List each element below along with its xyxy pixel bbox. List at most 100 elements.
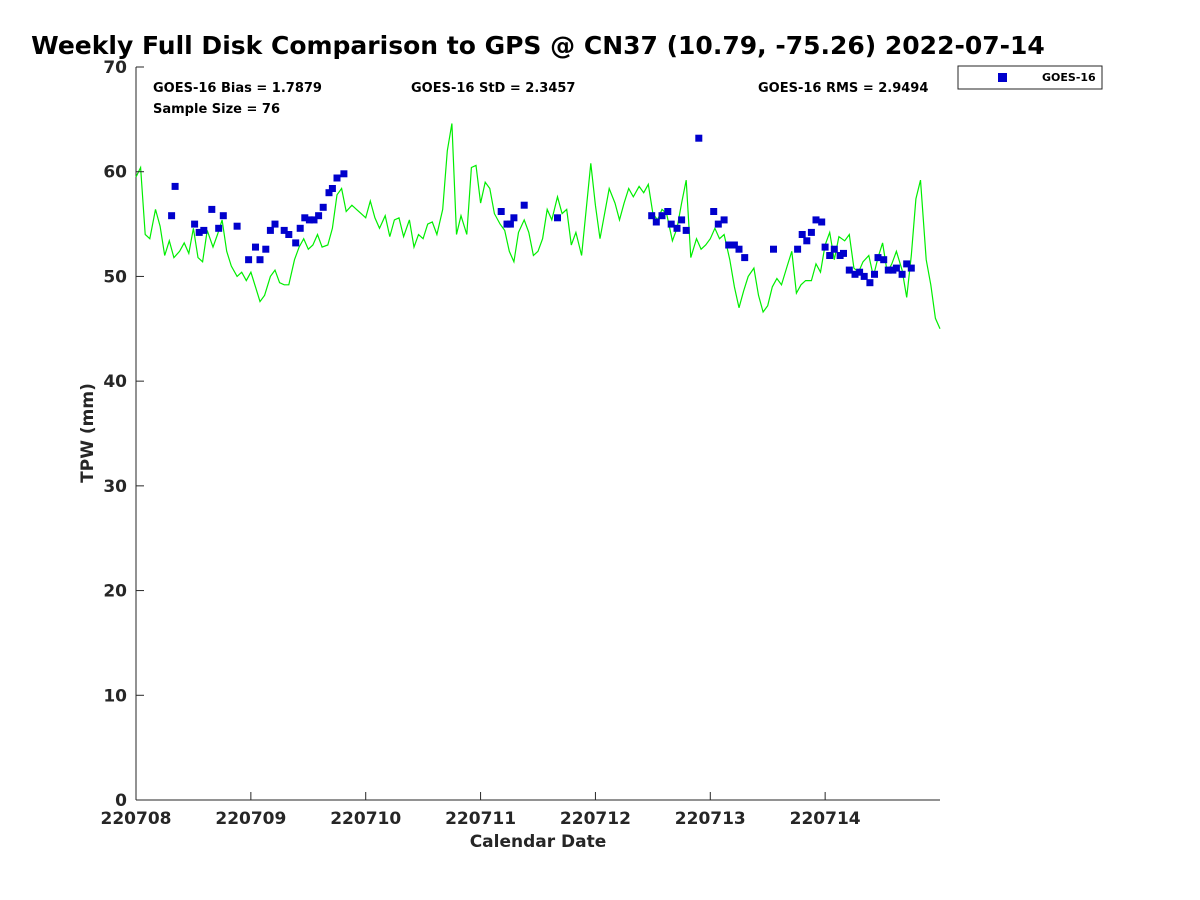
goes-16-point xyxy=(898,270,906,278)
goes-16-point xyxy=(245,256,253,264)
axes-frame xyxy=(136,67,940,800)
goes-16-point xyxy=(191,220,199,228)
y-ticks: 0 10 20 30 40 50 60 70 xyxy=(103,58,144,811)
goes-16-point xyxy=(818,218,826,226)
stat-bias: GOES-16 Bias = 1.7879 xyxy=(153,81,322,96)
y-tick-label: 10 xyxy=(103,686,127,706)
x-tick-label: 220708 xyxy=(101,809,172,829)
goes-16-point xyxy=(678,216,686,224)
goes-16-point xyxy=(319,203,327,211)
goes-16-point xyxy=(821,243,829,251)
goes-16-point xyxy=(292,239,300,247)
goes-16-point xyxy=(171,182,179,190)
goes-16-point xyxy=(506,220,514,228)
goes-16-point xyxy=(168,212,176,220)
y-tick-label: 20 xyxy=(103,582,127,602)
goes-16-point xyxy=(208,205,216,213)
goes-16-point xyxy=(892,264,900,272)
stat-sample-size: Sample Size = 76 xyxy=(153,102,280,117)
goes-16-point xyxy=(695,134,703,142)
goes-16-point xyxy=(812,216,820,224)
goes-16-point xyxy=(884,266,892,274)
goes-16-points xyxy=(168,134,915,287)
goes-16-point xyxy=(667,220,675,228)
y-tick-label: 30 xyxy=(103,477,127,497)
goes-16-point xyxy=(673,224,681,232)
goes-16-point xyxy=(554,214,561,222)
goes-16-point xyxy=(710,208,718,215)
goes-16-point xyxy=(301,214,309,222)
legend-label-goes-16: GOES-16 xyxy=(1042,71,1096,84)
goes-16-point xyxy=(714,220,722,228)
goes-16-point xyxy=(195,228,203,236)
x-tick-label: 220711 xyxy=(445,809,516,829)
stat-rms: GOES-16 RMS = 2.9494 xyxy=(758,81,928,96)
y-tick-label: 70 xyxy=(103,58,127,78)
goes-16-point xyxy=(807,228,815,236)
goes-16-point xyxy=(830,245,838,253)
legend: GOES-16 xyxy=(957,65,1103,90)
stat-std: GOES-16 StD = 2.3457 xyxy=(411,81,575,96)
goes-16-point xyxy=(866,279,874,287)
y-tick-label: 60 xyxy=(103,163,127,183)
goes-16-point xyxy=(860,272,868,280)
goes-16-point xyxy=(315,212,323,220)
goes-16-point xyxy=(874,254,882,262)
x-axis-label: Calendar Date xyxy=(470,832,607,852)
y-axis-label: TPW (mm) xyxy=(78,383,98,483)
goes-16-point xyxy=(845,266,853,274)
goes-16-point xyxy=(871,270,878,278)
goes-16-point xyxy=(794,245,802,253)
goes-16-point xyxy=(652,218,660,226)
goes-16-point xyxy=(266,226,274,234)
goes-16-point xyxy=(310,216,318,224)
goes-16-point xyxy=(333,174,341,182)
goes-16-point xyxy=(256,256,264,264)
goes-16-point xyxy=(252,243,259,251)
x-tick-label: 220710 xyxy=(330,809,401,829)
x-tick-label: 220709 xyxy=(215,809,286,829)
goes-16-point xyxy=(280,226,288,234)
goes-16-point xyxy=(520,201,528,209)
goes-16-point xyxy=(741,254,749,262)
goes-16-point xyxy=(664,208,672,215)
goes-16-point xyxy=(903,260,911,268)
y-tick-label: 50 xyxy=(103,267,127,287)
legend-box xyxy=(957,65,1103,90)
goes-16-point xyxy=(856,268,864,276)
chart-title: Weekly Full Disk Comparison to GPS @ CN3… xyxy=(31,31,1045,60)
gps-series-line xyxy=(135,123,941,330)
goes-16-point xyxy=(803,237,811,245)
plot-area: 220708 220709 220710 220711 220712 220713 2207… xyxy=(101,58,941,829)
goes-16-point xyxy=(305,216,313,224)
goes-16-point xyxy=(648,212,656,220)
goes-16-point xyxy=(328,185,336,192)
goes-16-point xyxy=(851,270,859,278)
goes-16-point xyxy=(510,214,518,222)
legend-marker-goes-16 xyxy=(998,73,1007,82)
x-ticks: 220708 220709 220710 220711 220712 220713 2207… xyxy=(101,792,861,829)
x-tick-label: 220714 xyxy=(790,809,861,829)
goes-16-point xyxy=(907,264,915,272)
goes-16-point xyxy=(798,231,806,238)
goes-16-point xyxy=(497,208,505,215)
goes-16-point xyxy=(296,224,304,232)
goes-16-point xyxy=(725,241,733,249)
goes-16-point xyxy=(262,245,270,253)
goes-16-point xyxy=(826,252,834,259)
goes-16-point xyxy=(271,220,279,228)
x-tick-label: 220712 xyxy=(560,809,631,829)
goes-16-point xyxy=(200,226,208,234)
goes-16-point xyxy=(682,226,690,234)
goes-16-point xyxy=(735,245,743,253)
goes-16-point xyxy=(285,231,293,238)
goes-16-point xyxy=(658,212,666,220)
y-tick-label: 0 xyxy=(115,791,127,811)
goes-16-point xyxy=(215,224,223,232)
goes-16-point xyxy=(340,170,348,178)
goes-16-point xyxy=(840,249,847,257)
x-tick-label: 220713 xyxy=(675,809,746,829)
goes-16-point xyxy=(233,222,241,230)
goes-16-point xyxy=(880,256,888,264)
